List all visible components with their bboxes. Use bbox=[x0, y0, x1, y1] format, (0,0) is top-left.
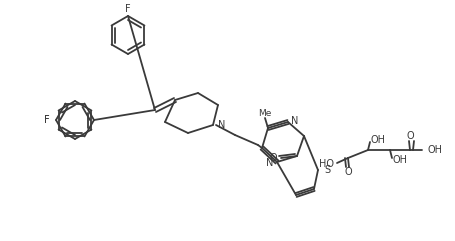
Text: N: N bbox=[290, 116, 298, 126]
Text: OH: OH bbox=[370, 135, 385, 145]
Text: O: O bbox=[344, 167, 351, 177]
Text: N: N bbox=[265, 158, 273, 168]
Text: HO: HO bbox=[318, 159, 333, 169]
Text: S: S bbox=[324, 165, 329, 175]
Text: F: F bbox=[44, 115, 50, 125]
Text: Me: Me bbox=[258, 108, 271, 118]
Text: O: O bbox=[405, 131, 413, 141]
Text: F: F bbox=[44, 115, 50, 125]
Text: O: O bbox=[269, 153, 276, 163]
Text: F: F bbox=[125, 4, 131, 14]
Text: OH: OH bbox=[427, 145, 442, 155]
Text: N: N bbox=[217, 120, 225, 130]
Text: OH: OH bbox=[392, 155, 407, 165]
